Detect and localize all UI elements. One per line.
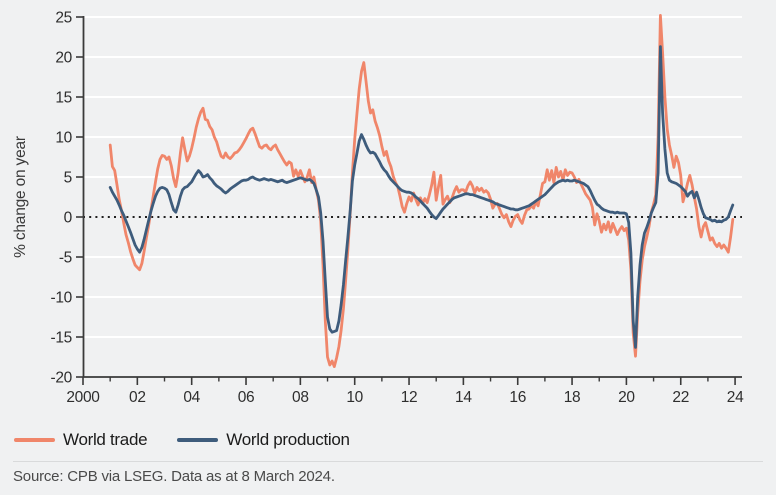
- x-tick-label-2016: 16: [509, 389, 526, 406]
- world-production-swatch: [177, 438, 219, 442]
- source-note: Source: CPB via LSEG. Data as at 8 March…: [13, 468, 335, 485]
- x-tick-label-2006: 06: [238, 389, 255, 406]
- x-tick-label-2000: 2000: [66, 389, 100, 406]
- y-tick-label-25: 25: [55, 10, 72, 27]
- y-tick-label--10: -10: [50, 290, 72, 307]
- y-tick-label-10: 10: [55, 130, 72, 147]
- y-tick-label-5: 5: [64, 170, 72, 187]
- x-tick-label-2022: 22: [672, 389, 689, 406]
- x-tick-label-2008: 08: [292, 389, 309, 406]
- x-tick-label-2024: 24: [727, 389, 744, 406]
- legend-item-world-trade: World trade: [14, 430, 148, 450]
- world-trade-swatch: [14, 438, 55, 442]
- y-tick-label-0: 0: [64, 210, 73, 227]
- y-tick-label-20: 20: [55, 50, 72, 67]
- y-tick-label-15: 15: [55, 90, 72, 107]
- y-tick-label--15: -15: [50, 330, 72, 347]
- x-tick-label-2010: 10: [346, 389, 363, 406]
- y-tick-label--20: -20: [50, 370, 72, 387]
- legend-item-world-production: World production: [177, 430, 350, 450]
- x-tick-label-2012: 12: [401, 389, 418, 406]
- world-trade-line: [108, 13, 735, 369]
- world-production-line: [108, 45, 735, 349]
- footer-divider: [13, 461, 763, 462]
- x-tick-label-2020: 20: [618, 389, 635, 406]
- x-tick-label-2014: 14: [455, 389, 472, 406]
- x-tick-label-2002: 02: [129, 389, 146, 406]
- legend-label-world-trade: World trade: [63, 430, 148, 449]
- y-axis-title: % change on year: [12, 136, 29, 258]
- chart-legend: World trade World production: [14, 429, 380, 451]
- trade-production-chart: % change on year -20 -15 -10 -5 0 5 10 15 20 25 20…: [12, 10, 744, 407]
- x-tick-label-2004: 04: [183, 389, 200, 406]
- legend-label-world-production: World production: [226, 430, 350, 449]
- x-tick-label-2018: 18: [564, 389, 581, 406]
- y-tick-label--5: -5: [59, 250, 72, 267]
